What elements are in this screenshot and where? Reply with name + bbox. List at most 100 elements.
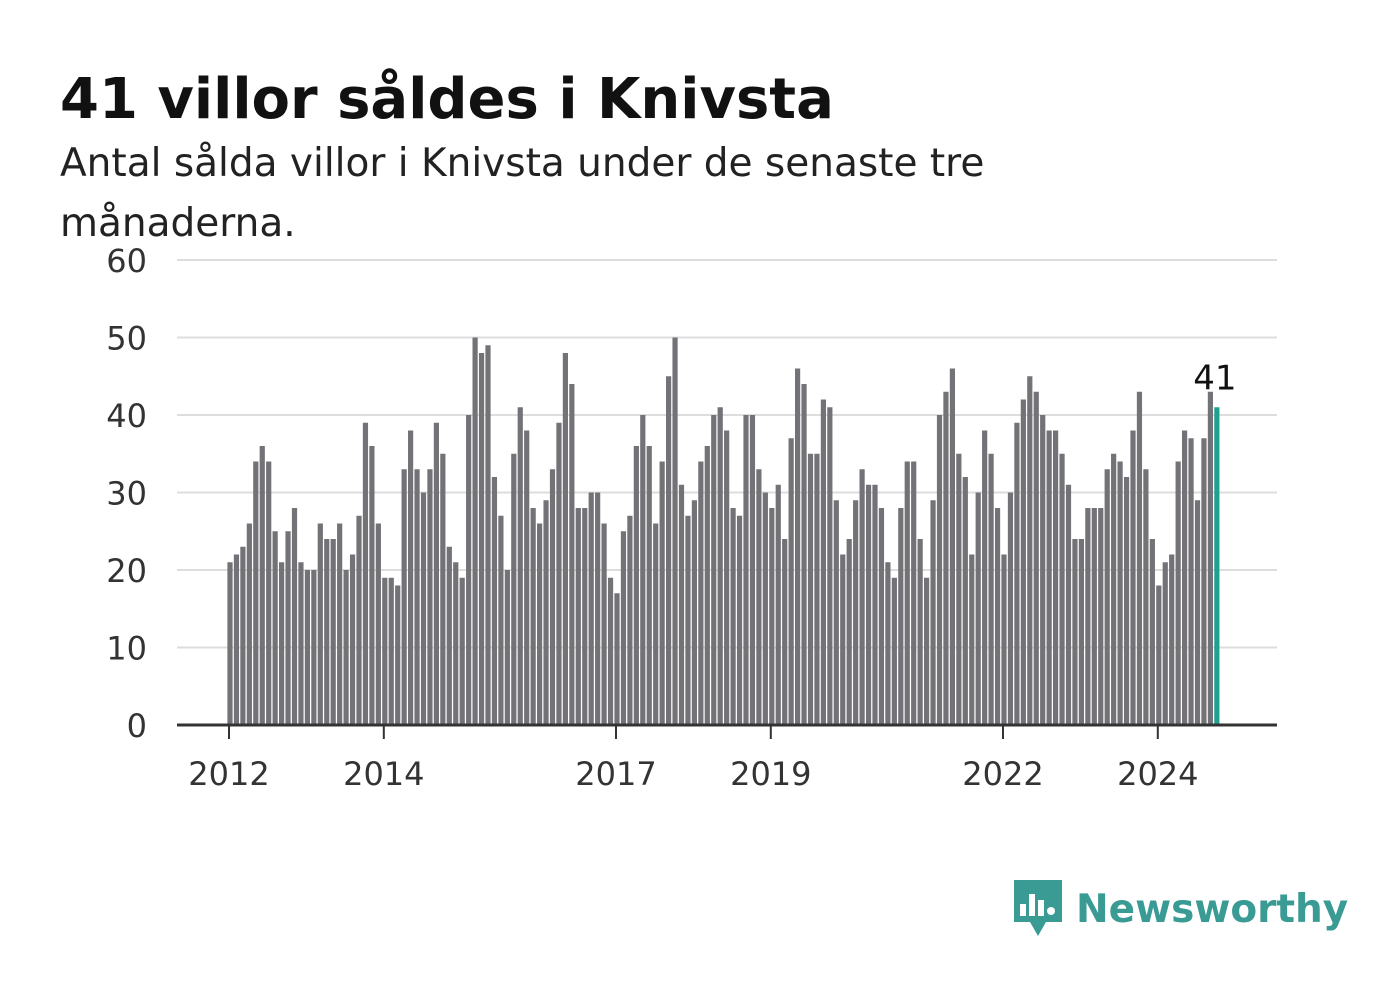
bar — [736, 515, 743, 725]
bar — [414, 469, 420, 725]
bar — [588, 492, 594, 725]
bar — [969, 554, 975, 725]
bar — [1130, 430, 1136, 725]
bar — [556, 422, 562, 725]
bar — [279, 562, 285, 725]
bar — [820, 399, 826, 725]
bar — [343, 570, 349, 725]
bar — [433, 422, 439, 725]
bar — [253, 461, 259, 725]
bar — [956, 453, 962, 725]
bar — [1053, 430, 1059, 725]
bar — [388, 577, 394, 725]
bar — [659, 461, 665, 725]
bar — [898, 508, 904, 725]
bar — [478, 353, 485, 725]
bar — [1201, 438, 1207, 725]
bar — [291, 508, 298, 725]
bar — [549, 469, 556, 725]
bar — [633, 446, 639, 725]
bar — [975, 492, 981, 725]
bar — [272, 531, 278, 725]
bar — [846, 539, 852, 725]
bar — [1162, 562, 1168, 725]
bar — [1033, 391, 1039, 725]
bar — [607, 577, 614, 725]
bar — [1065, 484, 1072, 725]
bar — [807, 453, 814, 725]
bar — [1104, 469, 1110, 725]
bar — [1091, 508, 1097, 725]
bar — [601, 523, 607, 725]
y-tick-label: 40 — [106, 397, 147, 435]
bar — [1072, 539, 1078, 725]
bar — [911, 461, 917, 725]
bar — [349, 554, 356, 725]
bar — [1007, 492, 1014, 725]
bar — [1098, 508, 1104, 725]
bar — [1188, 438, 1194, 725]
bar — [362, 422, 369, 725]
bar — [627, 515, 633, 725]
y-tick-label: 10 — [106, 630, 147, 668]
bar — [1020, 399, 1026, 725]
chart-title: 41 villor såldes i Knivsta — [60, 67, 834, 132]
bar — [743, 415, 749, 725]
x-tick-label: 2024 — [1117, 755, 1198, 793]
bar — [833, 500, 839, 725]
bar — [775, 484, 781, 725]
bar — [330, 539, 336, 725]
bar — [698, 461, 704, 725]
bar — [1085, 508, 1091, 725]
bar — [924, 577, 930, 725]
bar — [788, 438, 794, 725]
brand-name: Newsworthy — [1076, 886, 1349, 932]
bar — [382, 577, 388, 725]
bar — [504, 570, 510, 725]
bar — [1194, 500, 1201, 725]
bar — [440, 453, 446, 725]
bar — [1156, 585, 1162, 725]
bar — [569, 384, 575, 725]
bar — [453, 562, 459, 725]
bar — [1143, 469, 1149, 725]
x-tick-label: 2012 — [188, 755, 269, 793]
bar — [1027, 376, 1033, 725]
bar — [988, 453, 994, 725]
bar — [730, 508, 736, 725]
highlighted-bar — [1214, 407, 1220, 725]
bar — [801, 384, 807, 725]
y-tick-label: 60 — [106, 242, 147, 280]
bar — [356, 515, 362, 725]
bar — [498, 515, 504, 725]
bar — [962, 477, 968, 725]
bar — [375, 523, 381, 725]
bar — [1136, 391, 1143, 725]
bar — [446, 546, 452, 725]
bar — [1014, 422, 1020, 725]
bar — [595, 492, 601, 725]
bar — [1117, 461, 1123, 725]
x-tick-label: 2022 — [962, 755, 1043, 793]
bar — [285, 531, 291, 725]
y-tick-label: 50 — [106, 320, 147, 358]
bar — [1169, 554, 1175, 725]
bar — [246, 523, 252, 725]
bar — [943, 391, 949, 725]
bar — [1182, 430, 1188, 725]
x-tick-label: 2014 — [343, 755, 424, 793]
bar — [982, 430, 988, 725]
bar — [653, 523, 659, 725]
bar — [878, 508, 885, 725]
bars — [227, 337, 1220, 725]
bar — [885, 562, 891, 725]
highlight-value-label: 41 — [1193, 358, 1236, 398]
bar — [769, 508, 775, 725]
bar — [459, 577, 465, 725]
bar — [853, 500, 859, 725]
bar — [762, 492, 768, 725]
bar — [304, 570, 310, 725]
bar — [543, 500, 549, 725]
bar — [472, 337, 478, 725]
bar — [562, 353, 568, 725]
